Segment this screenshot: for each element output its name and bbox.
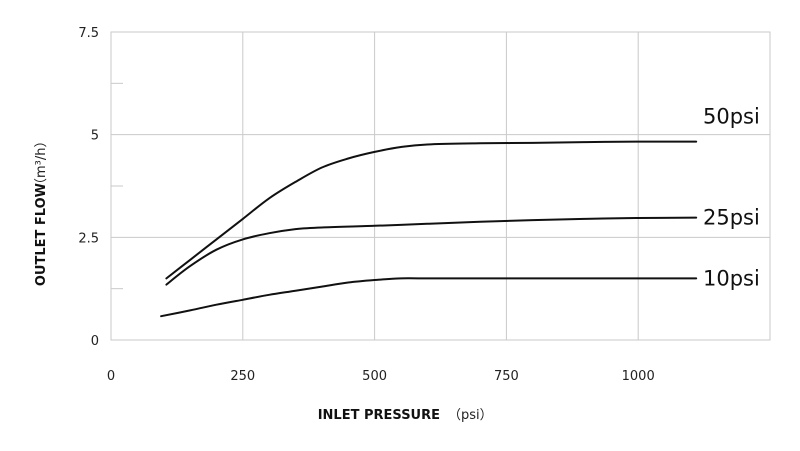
y-tick-label: 5 — [91, 129, 99, 144]
series-line-50psi — [165, 140, 698, 280]
grid — [111, 32, 770, 340]
x-tick-label: 500 — [362, 369, 387, 384]
x-tick-label: 0 — [107, 369, 115, 384]
x-tick-label: 250 — [230, 369, 255, 384]
series-line-10psi — [160, 277, 698, 318]
series-label-50psi: 50psi — [703, 105, 760, 129]
y-axis-title: OUTLET FLOW — [34, 183, 49, 286]
x-axis-title: INLET PRESSURE — [318, 408, 440, 423]
y-tick-label: 7.5 — [78, 26, 99, 41]
x-tick-label: 1000 — [622, 369, 655, 384]
series-lines: 50psi 25psi 10psi — [160, 105, 760, 318]
y-tick-label: 2.5 — [78, 231, 99, 246]
series-line-25psi — [165, 216, 698, 286]
labels: INLET PRESSURE （psi） OUTLET FLOW （m³/h） — [34, 135, 493, 424]
y-axis-unit: （m³/h） — [34, 135, 49, 192]
x-tick-label: 750 — [494, 369, 519, 384]
y-tick-label: 0 — [91, 334, 99, 349]
series-label-25psi: 25psi — [703, 206, 760, 230]
plot-frame — [110, 31, 771, 341]
axes: 0 250 500 750 1000 0 2.5 5 7.5 — [78, 26, 771, 384]
x-axis-unit: （psi） — [448, 408, 493, 423]
series-label-10psi: 10psi — [703, 266, 760, 290]
